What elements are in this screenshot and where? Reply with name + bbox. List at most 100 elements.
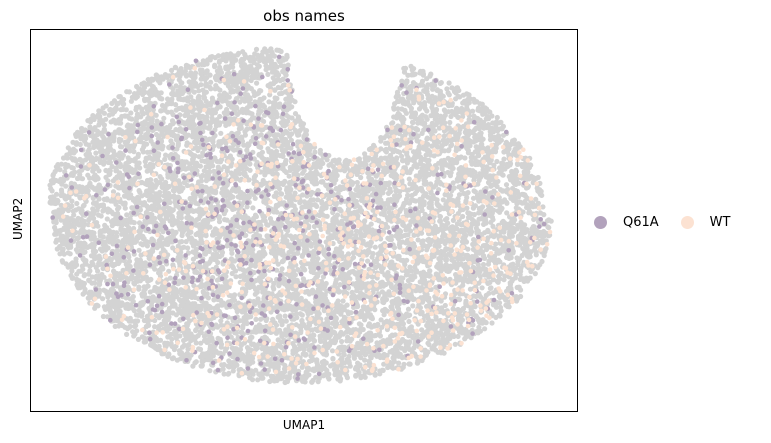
background-point xyxy=(416,302,422,308)
background-point xyxy=(162,156,168,162)
background-point xyxy=(391,174,397,180)
background-point xyxy=(106,112,112,118)
background-point xyxy=(344,375,350,381)
background-point xyxy=(153,177,159,184)
background-point xyxy=(470,246,476,252)
background-point xyxy=(343,323,349,329)
background-point xyxy=(290,348,296,354)
background-point xyxy=(465,96,471,103)
background-point xyxy=(323,360,329,366)
background-point xyxy=(359,257,365,263)
background-point xyxy=(487,285,493,291)
background-point xyxy=(369,254,375,260)
background-point xyxy=(491,162,497,168)
background-point xyxy=(292,190,298,196)
background-point xyxy=(167,275,173,281)
background-point xyxy=(373,332,379,339)
background-point xyxy=(60,259,66,265)
background-point xyxy=(57,167,63,173)
background-point xyxy=(438,298,444,304)
background-point xyxy=(507,161,514,167)
background-point xyxy=(455,114,461,120)
background-point xyxy=(217,159,223,165)
chart-title: obs names xyxy=(263,7,345,25)
background-point xyxy=(160,266,166,272)
background-point xyxy=(412,190,418,196)
background-point xyxy=(169,356,175,362)
background-point xyxy=(79,186,85,192)
background-point xyxy=(424,108,430,114)
background-point xyxy=(71,212,77,218)
background-point xyxy=(406,361,412,367)
background-point xyxy=(378,317,384,323)
background-point xyxy=(326,162,332,168)
background-point xyxy=(112,323,118,329)
background-point xyxy=(372,244,378,250)
background-point xyxy=(133,107,139,113)
background-point xyxy=(498,119,504,125)
background-point xyxy=(226,370,232,376)
background-point xyxy=(75,242,81,248)
background-point xyxy=(150,141,156,147)
background-point xyxy=(492,241,499,247)
background-point xyxy=(198,178,204,184)
background-point xyxy=(390,120,396,126)
background-point xyxy=(207,368,213,374)
background-point xyxy=(190,249,196,255)
background-point xyxy=(499,172,505,178)
background-point xyxy=(76,169,82,175)
background-point xyxy=(69,198,75,204)
background-point xyxy=(448,113,454,120)
background-point xyxy=(286,373,292,379)
background-point xyxy=(100,202,106,208)
background-point xyxy=(405,306,412,312)
background-point xyxy=(124,89,130,95)
background-point xyxy=(70,139,76,145)
background-point xyxy=(280,82,286,88)
background-point xyxy=(517,276,523,282)
background-point xyxy=(428,181,434,187)
background-point xyxy=(414,360,420,366)
background-point xyxy=(406,318,412,325)
background-point xyxy=(447,119,453,126)
background-point xyxy=(198,82,204,88)
background-point xyxy=(123,107,129,113)
background-point xyxy=(345,251,351,257)
background-point xyxy=(299,253,305,259)
background-point xyxy=(493,122,499,128)
background-point xyxy=(200,172,206,178)
background-point xyxy=(252,291,258,297)
background-point xyxy=(365,258,371,264)
background-point xyxy=(249,115,256,121)
background-point xyxy=(136,220,143,226)
background-point xyxy=(353,187,359,193)
background-point xyxy=(437,213,443,219)
background-point xyxy=(460,282,466,288)
background-point xyxy=(340,298,346,304)
background-point xyxy=(96,168,102,174)
background-point xyxy=(219,252,225,258)
background-point xyxy=(196,154,202,160)
background-point xyxy=(395,306,402,312)
background-point xyxy=(199,158,205,164)
background-point xyxy=(438,80,444,86)
background-point xyxy=(381,135,387,141)
background-point xyxy=(229,250,235,256)
background-point xyxy=(329,348,336,354)
background-point xyxy=(373,264,379,271)
background-point xyxy=(161,115,167,121)
background-point xyxy=(299,312,305,318)
background-point xyxy=(170,262,176,268)
background-point xyxy=(247,161,253,167)
background-point xyxy=(218,130,224,136)
background-point xyxy=(159,176,165,182)
background-point xyxy=(442,217,448,223)
background-point xyxy=(255,377,261,383)
background-point xyxy=(193,359,199,365)
background-point xyxy=(477,273,483,279)
scatter-points xyxy=(47,46,554,386)
background-point xyxy=(74,200,80,207)
background-point xyxy=(221,371,227,377)
